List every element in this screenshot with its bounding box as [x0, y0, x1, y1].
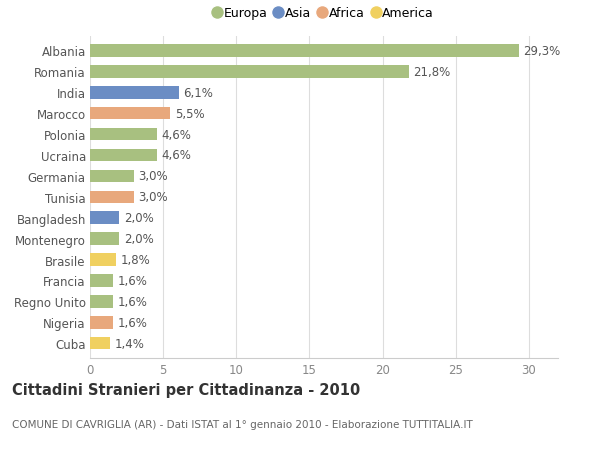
Text: 1,8%: 1,8%: [121, 253, 151, 266]
Text: 5,5%: 5,5%: [175, 107, 205, 120]
Text: 21,8%: 21,8%: [413, 66, 451, 78]
Text: 2,0%: 2,0%: [124, 212, 154, 225]
Legend: Europa, Asia, Africa, America: Europa, Asia, Africa, America: [210, 4, 438, 24]
Bar: [90, 212, 119, 224]
Text: 1,6%: 1,6%: [118, 295, 148, 308]
Bar: [90, 129, 157, 141]
Bar: [90, 87, 179, 99]
Text: 29,3%: 29,3%: [523, 45, 560, 58]
Text: 6,1%: 6,1%: [184, 87, 214, 100]
Text: 4,6%: 4,6%: [161, 129, 191, 141]
Bar: [90, 149, 157, 162]
Text: 1,4%: 1,4%: [115, 337, 145, 350]
Text: Cittadini Stranieri per Cittadinanza - 2010: Cittadini Stranieri per Cittadinanza - 2…: [12, 382, 360, 397]
Bar: [90, 296, 113, 308]
Text: 3,0%: 3,0%: [138, 191, 168, 204]
Bar: [90, 191, 134, 204]
Text: 3,0%: 3,0%: [138, 170, 168, 183]
Bar: [90, 254, 116, 266]
Text: 4,6%: 4,6%: [161, 149, 191, 162]
Text: 1,6%: 1,6%: [118, 316, 148, 329]
Text: COMUNE DI CAVRIGLIA (AR) - Dati ISTAT al 1° gennaio 2010 - Elaborazione TUTTITAL: COMUNE DI CAVRIGLIA (AR) - Dati ISTAT al…: [12, 419, 473, 429]
Bar: [90, 316, 113, 329]
Bar: [90, 274, 113, 287]
Bar: [90, 66, 409, 78]
Bar: [90, 108, 170, 120]
Bar: [90, 170, 134, 183]
Bar: [90, 45, 518, 57]
Text: 1,6%: 1,6%: [118, 274, 148, 287]
Bar: [90, 233, 119, 246]
Bar: [90, 337, 110, 350]
Text: 2,0%: 2,0%: [124, 233, 154, 246]
